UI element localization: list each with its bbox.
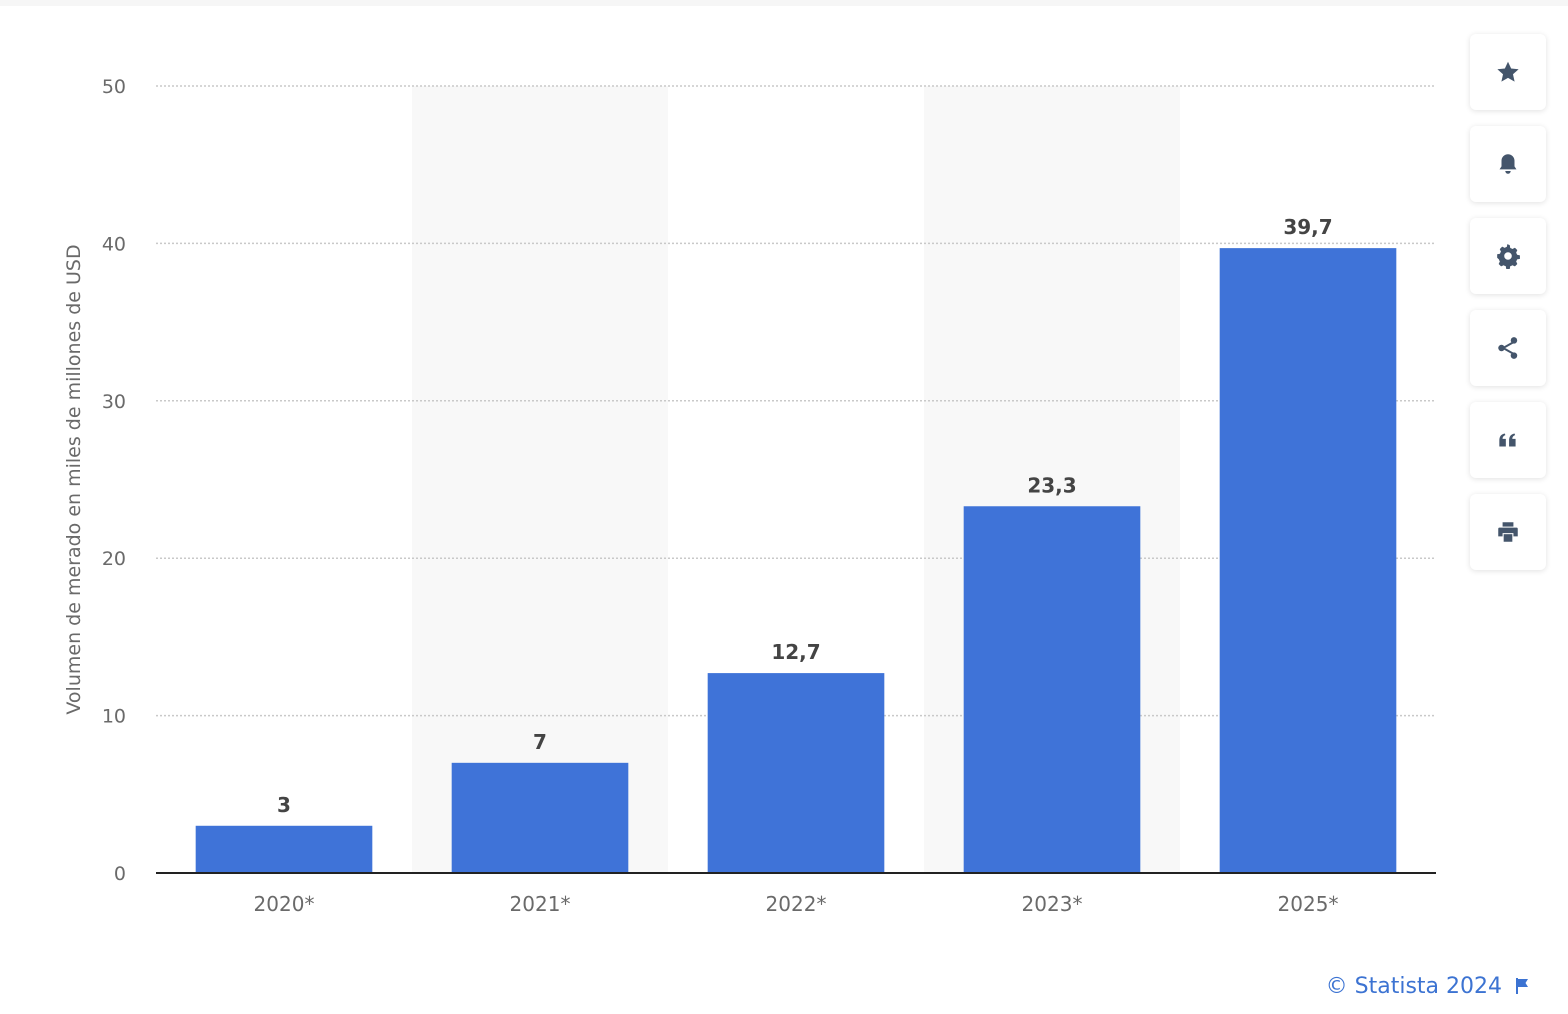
bar-value-label: 23,3 <box>1027 473 1076 497</box>
bar <box>195 825 373 873</box>
bell-icon <box>1499 154 1517 174</box>
bar <box>707 673 885 873</box>
y-tick-label: 0 <box>114 863 126 885</box>
bar-value-label: 39,7 <box>1283 215 1332 239</box>
column-band <box>412 86 668 873</box>
bar <box>451 762 629 873</box>
y-tick-label: 40 <box>102 233 126 255</box>
x-tick-label: 2022* <box>766 892 827 916</box>
favorite-button[interactable] <box>1470 34 1546 110</box>
quote-icon <box>1499 433 1516 447</box>
print-button[interactable] <box>1470 494 1546 570</box>
y-tick-label: 20 <box>102 548 126 570</box>
star-icon <box>1497 61 1519 82</box>
chart-toolbar <box>1470 34 1546 586</box>
bar <box>963 506 1141 873</box>
print-icon <box>1498 522 1518 542</box>
settings-button[interactable] <box>1470 218 1546 294</box>
gear-icon <box>1497 244 1520 269</box>
share-icon <box>1498 337 1518 359</box>
y-tick-label: 50 <box>102 76 126 98</box>
bar-value-label: 12,7 <box>771 640 820 664</box>
flag-icon[interactable] <box>1514 977 1530 995</box>
x-tick-label: 2020* <box>254 892 315 916</box>
chart-card: 0 10 20 30 40 50 Volumen de merado en miles de… <box>0 6 1568 1014</box>
share-button[interactable] <box>1470 310 1546 386</box>
x-tick-label: 2021* <box>510 892 571 916</box>
y-axis-title: Volumen de merado en miles de millones d… <box>63 244 85 714</box>
y-tick-label: 30 <box>102 391 126 413</box>
credit-text[interactable]: © Statista 2024 <box>1325 973 1502 999</box>
y-tick-label: 10 <box>102 706 126 728</box>
bar <box>1219 248 1397 873</box>
statista-credit[interactable]: © Statista 2024 <box>1300 970 1530 1002</box>
bar-chart: 0 10 20 30 40 50 Volumen de merado en miles de… <box>63 76 1436 916</box>
bar-value-label: 3 <box>277 793 291 817</box>
notification-button[interactable] <box>1470 126 1546 202</box>
bar-value-label: 7 <box>533 730 547 754</box>
x-tick-label: 2025* <box>1278 892 1339 916</box>
cite-button[interactable] <box>1470 402 1546 478</box>
x-tick-label: 2023* <box>1022 892 1083 916</box>
